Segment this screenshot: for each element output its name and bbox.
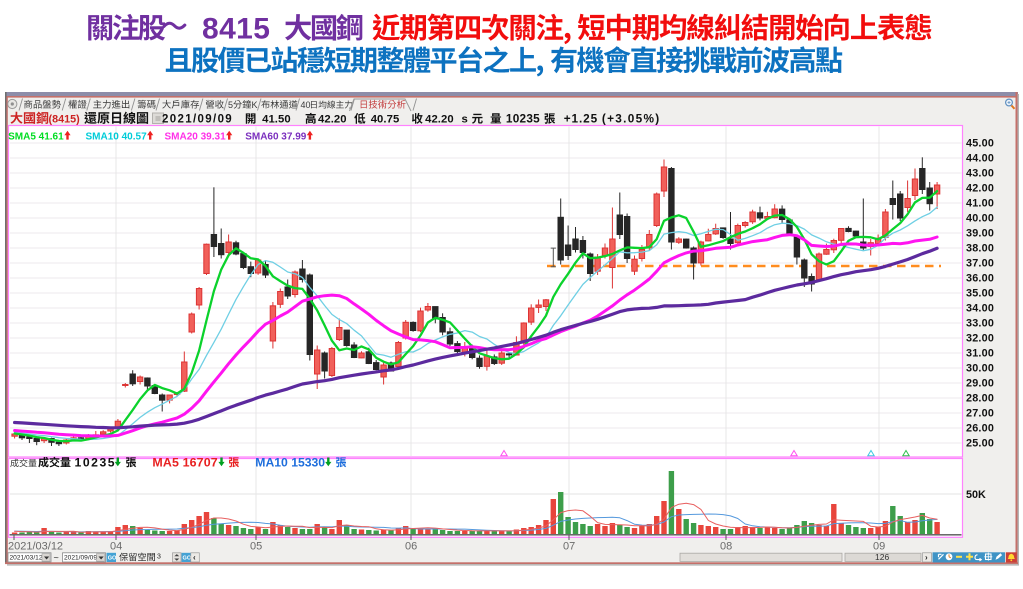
svg-text:44.00: 44.00 <box>966 153 994 165</box>
svg-text:41.00: 41.00 <box>966 198 994 210</box>
svg-text:(8415): (8415) <box>49 114 81 126</box>
svg-text:2021/03/12: 2021/03/12 <box>10 555 43 562</box>
svg-text:SMA60 37.99: SMA60 37.99 <box>245 131 307 142</box>
svg-text:43.00: 43.00 <box>966 168 994 180</box>
svg-text:GO: GO <box>183 556 192 562</box>
svg-text:8415: 8415 <box>202 13 270 46</box>
svg-text:MA5 16707: MA5 16707 <box>152 455 217 469</box>
svg-text:28.00: 28.00 <box>966 393 994 405</box>
svg-text:126: 126 <box>875 552 889 562</box>
svg-text:3: 3 <box>157 553 161 560</box>
svg-text:GO: GO <box>108 556 117 562</box>
svg-text:SMA10 40.57: SMA10 40.57 <box>86 131 148 142</box>
svg-text:39.00: 39.00 <box>966 228 994 240</box>
svg-text:34.00: 34.00 <box>966 303 994 315</box>
svg-text:42.20: 42.20 <box>318 114 347 126</box>
svg-text:37.00: 37.00 <box>966 258 994 270</box>
svg-text:30.00: 30.00 <box>966 363 994 375</box>
svg-text:36.00: 36.00 <box>966 273 994 285</box>
svg-text:07: 07 <box>563 541 575 553</box>
svg-text:42.20: 42.20 <box>425 114 454 126</box>
svg-text:32.00: 32.00 <box>966 333 994 345</box>
svg-text:42.00: 42.00 <box>966 183 994 195</box>
svg-text:5: 5 <box>228 100 233 110</box>
svg-text:33.00: 33.00 <box>966 318 994 330</box>
svg-text:06: 06 <box>405 541 417 553</box>
svg-text:K: K <box>252 100 258 110</box>
svg-text:41.50: 41.50 <box>262 114 291 126</box>
svg-text:04: 04 <box>110 541 122 553</box>
svg-text:38.00: 38.00 <box>966 243 994 255</box>
svg-text:08: 08 <box>720 541 732 553</box>
svg-text:+1.25: +1.25 <box>564 112 598 126</box>
svg-text:40: 40 <box>301 100 311 110</box>
svg-text:26.00: 26.00 <box>966 423 994 435</box>
svg-text:SMA5 41.61: SMA5 41.61 <box>8 131 64 142</box>
svg-text:31.00: 31.00 <box>966 348 994 360</box>
svg-text:45.00: 45.00 <box>966 138 994 150</box>
svg-text:2021/09/09: 2021/09/09 <box>64 555 97 562</box>
svg-text:29.00: 29.00 <box>966 378 994 390</box>
svg-text:›: › <box>925 553 928 562</box>
svg-text:05: 05 <box>250 541 262 553</box>
svg-text:40.75: 40.75 <box>371 114 400 126</box>
svg-text:40.00: 40.00 <box>966 213 994 225</box>
svg-text:10235: 10235 <box>75 455 117 469</box>
svg-text:27.00: 27.00 <box>966 408 994 420</box>
svg-text:~: ~ <box>54 552 59 562</box>
svg-text:‹: ‹ <box>193 553 196 562</box>
svg-text:2021/03/12: 2021/03/12 <box>8 541 63 553</box>
svg-text:(+3.05%): (+3.05%) <box>602 112 661 126</box>
svg-text:s: s <box>462 114 468 126</box>
svg-text:MA10 15330: MA10 15330 <box>255 455 325 469</box>
svg-text:SMA20 39.31: SMA20 39.31 <box>165 131 227 142</box>
svg-text:2021/09/09: 2021/09/09 <box>162 114 233 126</box>
svg-text:09: 09 <box>873 541 885 553</box>
svg-text:35.00: 35.00 <box>966 288 994 300</box>
svg-text:50K: 50K <box>966 489 986 501</box>
svg-text:10235: 10235 <box>506 112 540 126</box>
svg-text:25.00: 25.00 <box>966 438 994 450</box>
